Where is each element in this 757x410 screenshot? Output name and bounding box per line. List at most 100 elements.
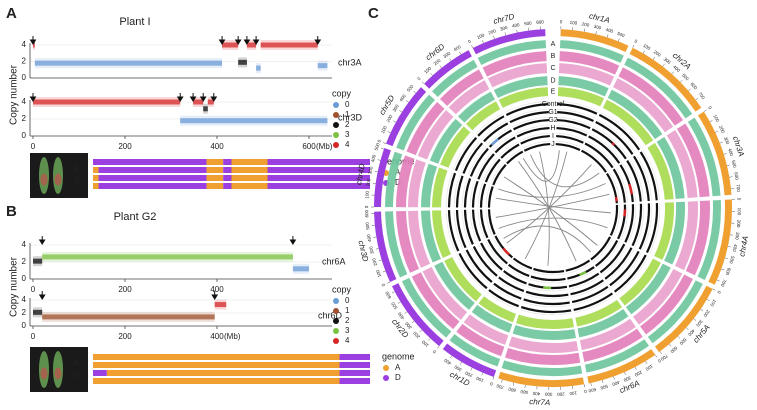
- circos-tick: [613, 376, 615, 380]
- breakpoint-arrow: [314, 36, 322, 45]
- circos-tick: [601, 380, 604, 384]
- track-ring-guide: [512, 116, 550, 127]
- chromosome-label: chr6A: [322, 256, 346, 266]
- circos-tick: [512, 382, 515, 386]
- track-band: [432, 59, 478, 97]
- track-band: [449, 334, 501, 367]
- circos-tick-label: 700: [697, 91, 706, 100]
- track-ring: [557, 110, 594, 122]
- track-ring-guide: [642, 150, 660, 201]
- ideogram: [697, 111, 732, 196]
- track-band: [687, 117, 721, 197]
- circos-tick: [655, 354, 658, 358]
- track-ring: [509, 110, 549, 124]
- genome-segment: [93, 167, 99, 173]
- track-band: [558, 63, 615, 86]
- copy-segment: [33, 99, 181, 105]
- circos-tick-label: 500: [681, 73, 690, 82]
- track-ring-guide: [649, 202, 661, 254]
- circos-tick: [397, 301, 401, 304]
- breakpoint-arrow: [289, 236, 297, 245]
- y-tick-label: 4: [22, 295, 27, 304]
- cnv-highlight: [502, 247, 511, 256]
- chromosome-name: chr4D: [354, 163, 367, 186]
- circos-tick: [437, 345, 440, 349]
- image-label: A: [74, 359, 80, 368]
- copy-segment-scatter: [222, 40, 239, 50]
- copy-segment: [246, 42, 257, 48]
- circos-tick-label: 600: [384, 290, 392, 299]
- legend-swatch: [333, 122, 339, 128]
- cnv-highlight: [614, 196, 618, 202]
- track-ring: [530, 275, 566, 282]
- track-band: [396, 155, 415, 208]
- track-band: [654, 202, 674, 260]
- y-tick-label: 4: [22, 40, 27, 49]
- y-tick-label: 0: [22, 131, 27, 140]
- circos-tick-label: 200: [581, 21, 590, 27]
- copy-segment-scatter: [292, 263, 309, 274]
- track-ring-guide: [609, 171, 621, 204]
- circos-tick-label: 0: [489, 381, 493, 387]
- cnv-highlight: [490, 138, 500, 146]
- circos-tick-label: 500: [599, 384, 608, 391]
- track-band: [618, 67, 684, 126]
- circos-tick: [703, 109, 707, 112]
- circos-tick-label: 700: [720, 278, 728, 287]
- track-band: [487, 63, 548, 88]
- track-ring-guide: [482, 157, 498, 182]
- breakpoint-arrow: [218, 36, 226, 45]
- y-axis-label: Copy number: [9, 256, 20, 317]
- track-ring: [447, 172, 457, 208]
- track-ring-guide: [496, 279, 524, 295]
- link: [530, 154, 600, 188]
- track-ring: [556, 126, 588, 137]
- genome-segment: [106, 370, 340, 376]
- circos-tick-label: 200: [365, 178, 371, 187]
- track-ring: [463, 209, 474, 245]
- ideogram: [374, 211, 397, 282]
- genome-segment: [93, 175, 99, 181]
- circos-tick: [709, 120, 713, 123]
- track-ring-guide: [622, 163, 637, 202]
- circos-tick-label: 700: [496, 383, 505, 390]
- cnv-highlight: [543, 286, 552, 290]
- legend-swatch: [333, 338, 339, 344]
- track-ring: [588, 135, 621, 164]
- track-ring: [498, 276, 525, 293]
- track-band: [432, 167, 448, 208]
- circos-tick-label: 0: [583, 389, 587, 394]
- chromosome-name: chr4A: [737, 235, 750, 257]
- genome-segment: [223, 183, 232, 189]
- circos-tick-label: 200: [702, 309, 711, 318]
- circos-tick-label: 100: [364, 190, 370, 198]
- circos-tick-label: 300: [695, 319, 704, 328]
- track-ring-guide: [504, 100, 549, 113]
- track-ring-guide: [629, 158, 645, 202]
- legend-label: D: [395, 178, 401, 187]
- circos-tick: [662, 63, 665, 67]
- track-ring-guide: [593, 126, 629, 158]
- circos-tick-label: 400: [512, 22, 521, 28]
- track-label: A: [551, 41, 556, 48]
- copy-segment: [222, 42, 239, 48]
- track-ring-guide: [520, 309, 572, 316]
- circos-tick-label: 500: [731, 160, 738, 169]
- track-band: [624, 57, 693, 119]
- track-ring: [523, 142, 551, 152]
- track-ring-guide: [486, 292, 518, 310]
- track-ring-guide: [490, 162, 504, 184]
- circos-tick-label: 500: [365, 221, 371, 229]
- circos-tick-label: 0: [380, 282, 386, 287]
- circos-tick: [719, 141, 723, 144]
- track-band: [465, 101, 501, 131]
- genome-segment: [206, 175, 224, 181]
- track-ring: [494, 235, 514, 259]
- circos-tick: [724, 257, 728, 259]
- x-tick-label: 0: [31, 332, 36, 341]
- track-ring-guide: [469, 209, 478, 243]
- track-band: [584, 339, 649, 373]
- track-label: H: [550, 125, 555, 132]
- track-ring-guide: [572, 289, 610, 306]
- circos-tick-label: 500: [617, 31, 626, 39]
